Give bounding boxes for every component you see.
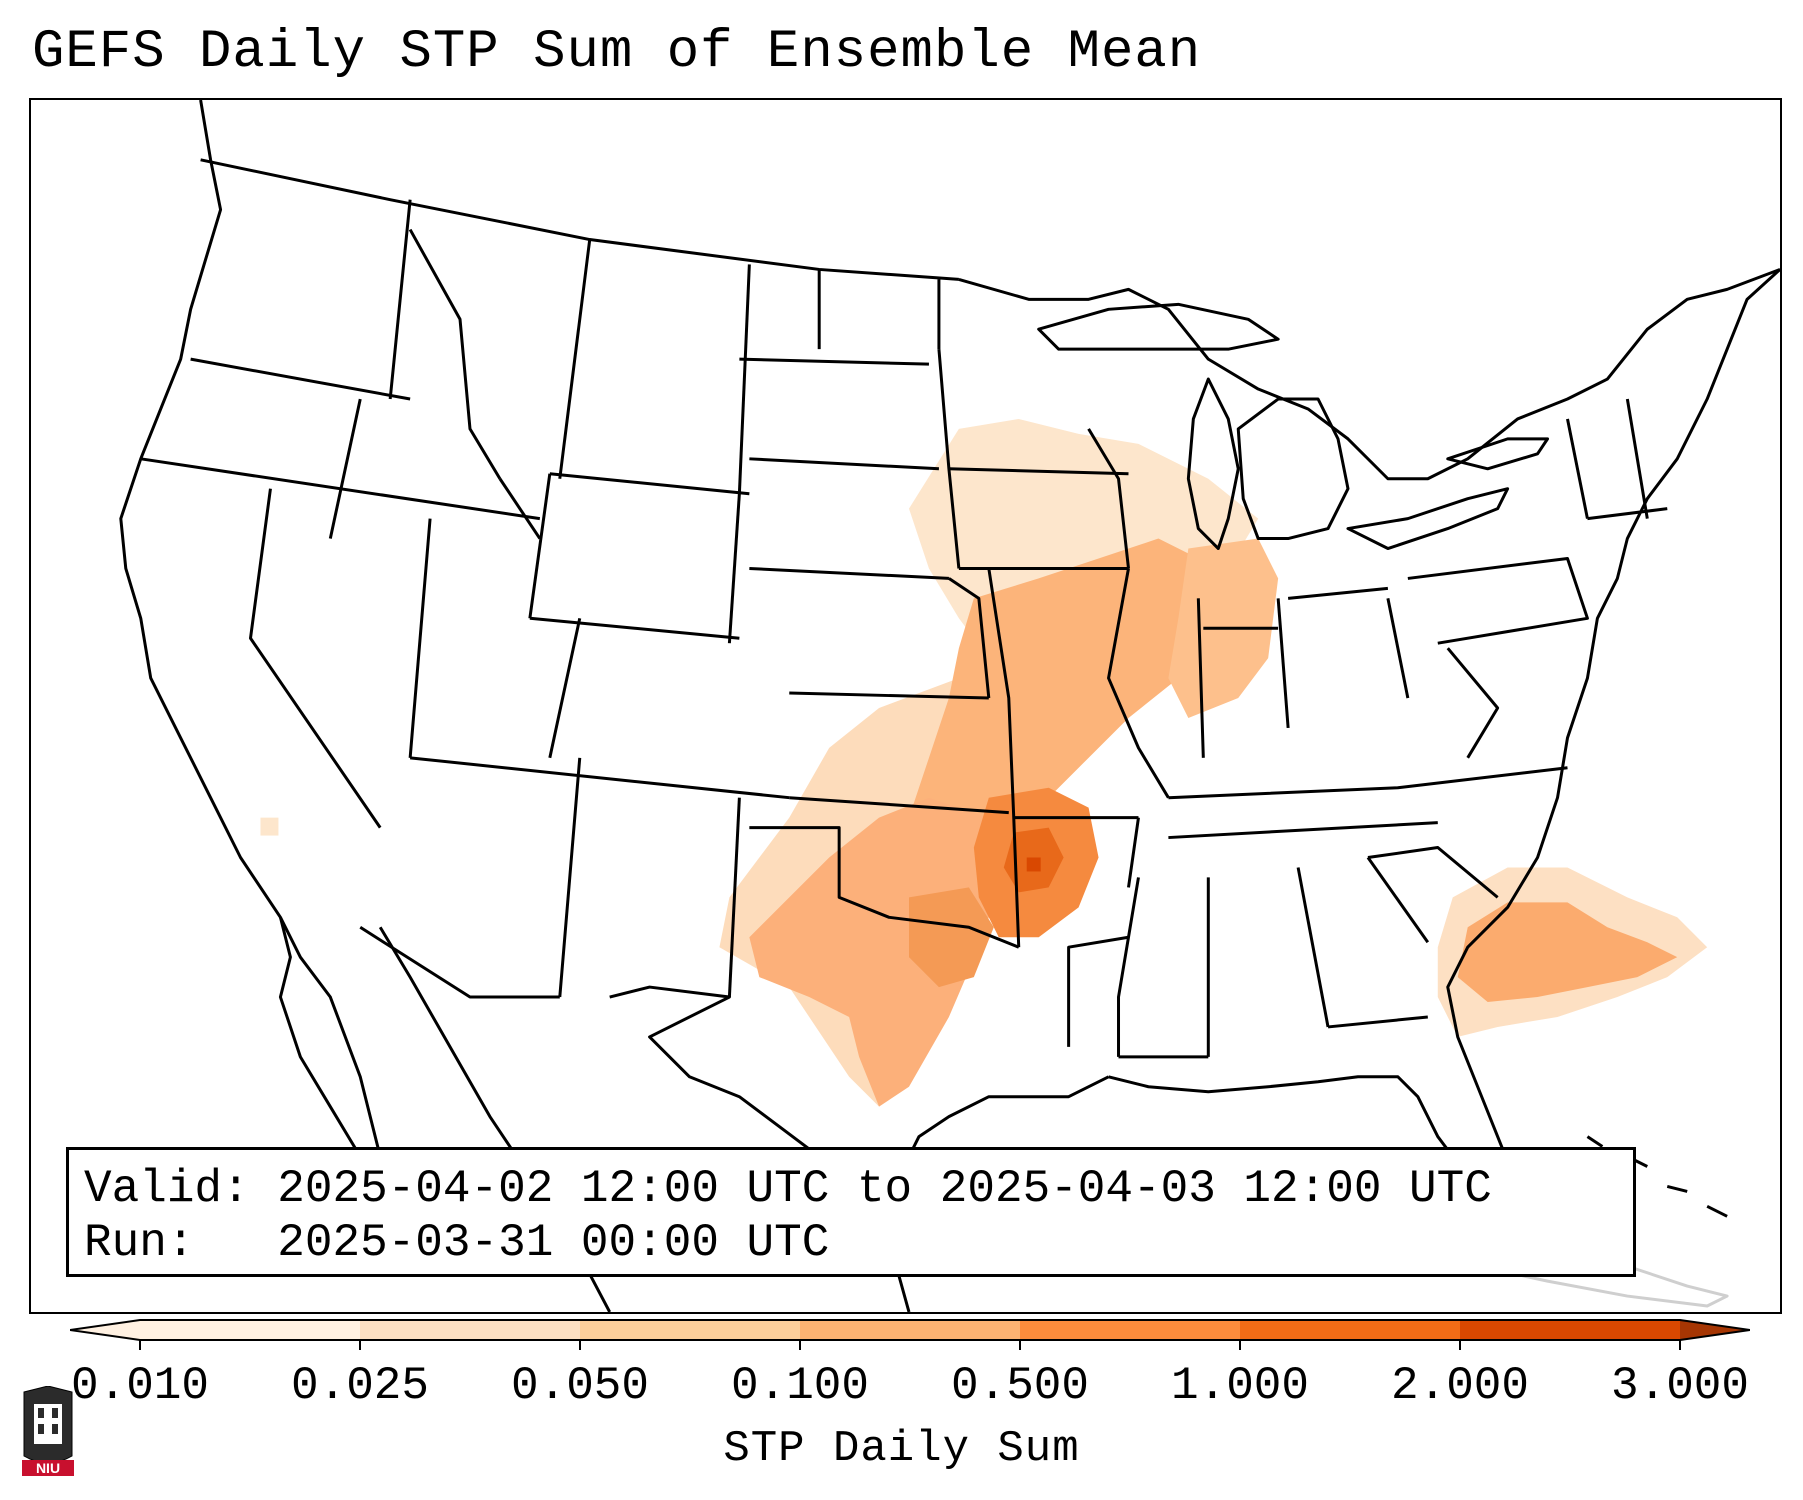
colorbar-tick-label: 0.010 [70, 1360, 210, 1412]
colorbar-segment [1240, 1320, 1461, 1340]
valid-label: Valid: [84, 1163, 250, 1215]
valid-value: 2025-04-02 12:00 UTC to 2025-04-03 12:00… [277, 1163, 1492, 1215]
run-value: 2025-03-31 00:00 UTC [277, 1217, 830, 1269]
michigan-peninsula [1236, 397, 1350, 541]
great-lakes-border [958, 268, 1780, 481]
colorbar-segment [360, 1320, 581, 1340]
lake-erie [1346, 487, 1510, 551]
colorbar-outline [70, 1319, 1750, 1341]
colorbar-extend-low [70, 1320, 140, 1340]
colorbar-ticks [139, 1340, 1681, 1350]
pacific-coast [119, 100, 382, 1157]
colorbar-tick-label: 0.500 [950, 1360, 1090, 1412]
colorbar-tick-label: 0.050 [510, 1360, 650, 1412]
map-canvas [119, 100, 1780, 1312]
colorbar-label: STP Daily Sum [723, 1424, 1080, 1474]
colorbar-tick-label: 3.000 [1610, 1360, 1750, 1412]
baja-peninsula [278, 916, 362, 1158]
shading-spot-ca [260, 817, 279, 836]
colorbar [70, 1319, 1750, 1350]
lake-superior [1037, 302, 1280, 351]
colorbar-segments [70, 1320, 1750, 1340]
map-frame [29, 98, 1782, 1314]
bahamas [1586, 1135, 1728, 1218]
colorbar-segment [1020, 1320, 1241, 1340]
shading-ok-tx [749, 797, 999, 1107]
colorbar-tick-label: 2.000 [1390, 1360, 1530, 1412]
colorbar-tick-label: 0.025 [290, 1360, 430, 1412]
colorbar-tick-label: 1.000 [1170, 1360, 1310, 1412]
shading-offshore-core [1457, 902, 1678, 1003]
shading-peak-cell [1026, 857, 1041, 872]
atlantic-coast [1108, 268, 1780, 1228]
logo-text: NIU [36, 1460, 60, 1476]
state-borders [140, 199, 1668, 1188]
colorbar-tick-label: 0.100 [730, 1360, 870, 1412]
colorbar-segment [140, 1320, 361, 1340]
colorbar-segment [580, 1320, 801, 1340]
chart-title: GEFS Daily STP Sum of Ensemble Mean [32, 22, 1202, 83]
niu-logo: NIU [22, 1386, 74, 1476]
run-label: Run: [84, 1217, 195, 1269]
validity-info-box: Valid: 2025-04-02 12:00 UTC to 2025-04-0… [66, 1147, 1636, 1277]
lake-michigan [1186, 377, 1240, 551]
shading-red-river [908, 887, 994, 988]
valid-line: Valid: 2025-04-02 12:00 UTC to 2025-04-0… [84, 1162, 1618, 1216]
run-line: Run: 2025-03-31 00:00 UTC [84, 1216, 1618, 1270]
colorbar-segment [800, 1320, 1021, 1340]
colorbar-extend-high [1680, 1320, 1750, 1340]
colorbar-segment [1460, 1320, 1681, 1340]
canada-border-west [200, 158, 959, 281]
lake-ontario [1446, 437, 1550, 471]
